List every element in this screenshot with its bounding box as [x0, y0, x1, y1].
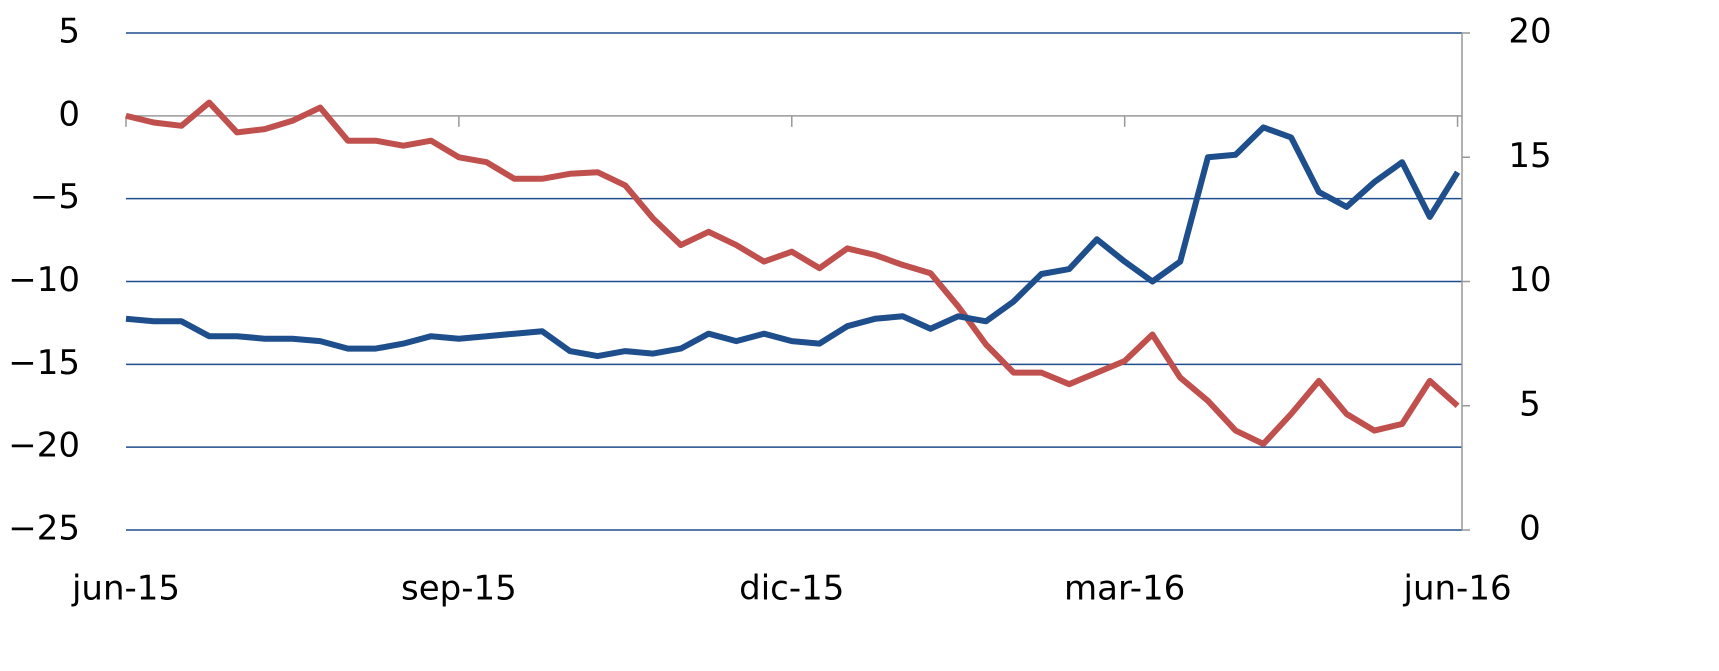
series-line [125, 99, 1460, 447]
y2-tick-label: 15 [1508, 136, 1551, 176]
y-tick-label: −25 [8, 509, 80, 549]
x-tick-label: sep-15 [401, 569, 517, 609]
y2-tick-label: 10 [1508, 260, 1551, 300]
y-tick-label: −5 [30, 177, 80, 217]
x-tick-label: jun-16 [1403, 569, 1512, 609]
y-tick-label: −15 [8, 343, 80, 383]
x-tick-label: dic-15 [739, 569, 844, 609]
y-tick-label: 0 [58, 94, 80, 134]
series-line [125, 124, 1461, 360]
y-tick-label: 5 [58, 12, 80, 52]
y2-tick-label: 0 [1519, 509, 1541, 549]
y-tick-label: −20 [8, 426, 80, 466]
y-tick-label: −10 [8, 260, 80, 300]
x-tick-label: mar-16 [1064, 569, 1185, 609]
y2-tick-label: 20 [1508, 12, 1551, 52]
y2-tick-label: 5 [1519, 384, 1541, 424]
x-tick-label: jun-15 [71, 569, 180, 609]
